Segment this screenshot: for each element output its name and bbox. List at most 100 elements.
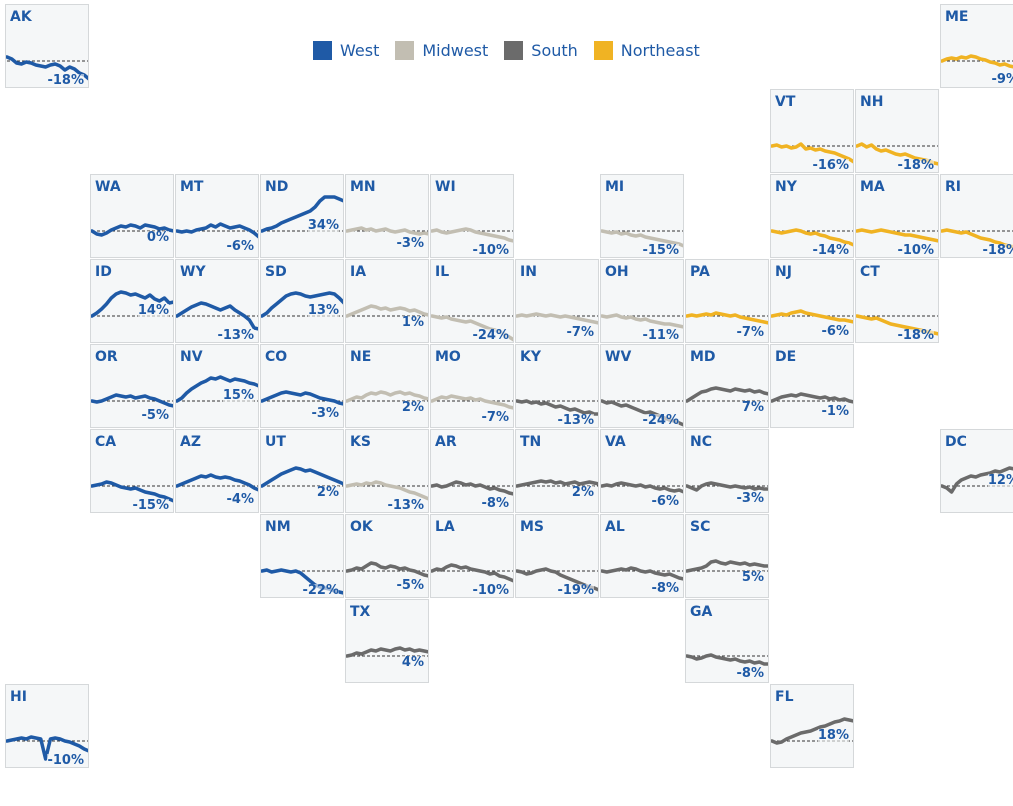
percent-change-label: -3% <box>311 406 339 421</box>
sparkline <box>261 291 343 318</box>
legend-item-south: South <box>504 40 578 60</box>
state-tile-pa: PA -7% <box>685 259 769 343</box>
series-line-ga <box>686 653 768 666</box>
percent-change-label: -22% <box>302 583 339 598</box>
percent-change-label: -6% <box>821 324 849 339</box>
state-tile-mt: MT -6% <box>175 174 259 258</box>
state-code-label: MD <box>690 349 716 365</box>
series-line-de <box>771 392 853 404</box>
percent-change-label: -6% <box>651 494 679 509</box>
legend: West Midwest South Northeast <box>313 38 716 62</box>
state-code-label: OH <box>605 264 629 280</box>
state-tile-or: OR -5% <box>90 344 174 428</box>
percent-change-label: -3% <box>396 236 424 251</box>
percent-change-label: -5% <box>141 408 169 423</box>
sparkline <box>6 735 88 761</box>
state-code-label: NE <box>350 349 372 365</box>
percent-change-label: 14% <box>137 303 169 318</box>
percent-change-label: -24% <box>642 413 679 428</box>
state-tile-ks: KS -13% <box>345 429 429 513</box>
percent-change-label: -11% <box>642 328 679 343</box>
state-code-label: WI <box>435 179 456 195</box>
series-line-me <box>941 54 1013 69</box>
series-line-mo <box>431 394 513 410</box>
sparkline <box>601 566 683 581</box>
state-tile-de: DE -1% <box>770 344 854 428</box>
percent-change-label: -5% <box>396 578 424 593</box>
series-line-mn <box>346 226 428 236</box>
legend-swatch <box>504 40 524 60</box>
series-line-co <box>261 390 343 406</box>
state-code-label: NM <box>265 519 291 535</box>
percent-change-label: -16% <box>812 158 849 173</box>
series-line-mt <box>176 222 258 239</box>
percent-change-label: -10% <box>472 243 509 258</box>
sparkline <box>771 142 853 164</box>
state-tile-sc: SC 5% <box>685 514 769 598</box>
series-line-ak <box>6 55 88 81</box>
percent-change-label: -14% <box>812 243 849 258</box>
state-tile-sd: SD 13% <box>260 259 344 343</box>
state-code-label: NY <box>775 179 797 195</box>
state-tile-nm: NM -22% <box>260 514 344 598</box>
series-line-tn <box>516 479 598 488</box>
percent-change-label: -7% <box>736 325 764 340</box>
state-code-label: IA <box>350 264 367 280</box>
sparkline <box>941 54 1013 69</box>
state-tile-nd: ND 34% <box>260 174 344 258</box>
series-line-ny <box>771 228 853 247</box>
state-tile-in: IN -7% <box>515 259 599 343</box>
state-code-label: MT <box>180 179 204 195</box>
sparkline <box>771 717 853 745</box>
sparkline <box>516 312 598 325</box>
series-line-ca <box>91 480 173 503</box>
state-tile-ut: UT 2% <box>260 429 344 513</box>
state-code-label: AK <box>10 9 32 25</box>
percent-change-label: -18% <box>897 328 934 343</box>
series-line-nj <box>771 309 853 324</box>
percent-change-label: -4% <box>226 492 254 507</box>
sparkline <box>856 228 938 243</box>
sparkline <box>346 646 428 658</box>
percent-change-label: 4% <box>401 655 424 670</box>
state-tile-ak: AK -18% <box>5 4 89 88</box>
sparkline <box>346 226 428 236</box>
state-tile-ky: KY -13% <box>515 344 599 428</box>
series-line-vt <box>771 142 853 164</box>
state-code-label: FL <box>775 689 794 705</box>
series-line-wa <box>91 223 173 237</box>
state-code-label: ND <box>265 179 289 195</box>
percent-change-label: 5% <box>741 570 764 585</box>
state-tile-nh: NH -18% <box>855 89 939 173</box>
sparkline <box>771 309 853 324</box>
state-tile-mo: MO -7% <box>430 344 514 428</box>
state-code-label: AL <box>605 519 625 535</box>
percent-change-label: -18% <box>982 244 1013 257</box>
series-line-az <box>176 473 258 492</box>
state-code-label: DC <box>945 434 967 450</box>
state-code-label: MA <box>860 179 885 195</box>
state-code-label: OK <box>350 519 373 535</box>
percent-change-label: -8% <box>481 496 509 511</box>
percent-change-label: -8% <box>736 666 764 681</box>
series-line-nd <box>261 195 343 233</box>
state-tile-nc: NC -3% <box>685 429 769 513</box>
state-tile-ms: MS -19% <box>515 514 599 598</box>
sparkline <box>91 393 173 408</box>
state-tile-md: MD 7% <box>685 344 769 428</box>
series-line-pa <box>686 311 768 325</box>
percent-change-label: 18% <box>817 728 849 743</box>
state-code-label: NJ <box>775 264 792 280</box>
state-code-label: NV <box>180 349 203 365</box>
percent-change-label: 0% <box>146 230 169 245</box>
legend-swatch <box>593 40 613 60</box>
legend-item-northeast: Northeast <box>593 40 700 60</box>
state-tile-mi: MI -15% <box>600 174 684 258</box>
series-line-fl <box>771 717 853 745</box>
percent-change-label: -3% <box>736 491 764 506</box>
sparkline <box>686 481 768 492</box>
percent-change-label: -18% <box>897 158 934 173</box>
state-tile-wv: WV -24% <box>600 344 684 428</box>
sparkline <box>261 195 343 233</box>
